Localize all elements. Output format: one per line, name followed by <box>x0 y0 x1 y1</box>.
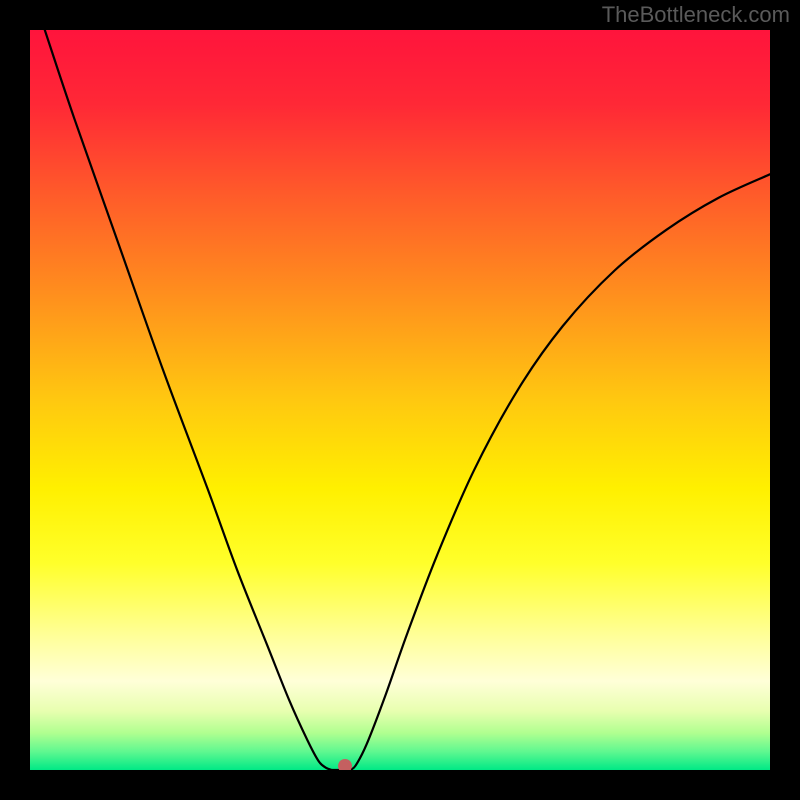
chart-container: TheBottleneck.com <box>0 0 800 800</box>
plot-area <box>30 30 770 770</box>
gradient-background <box>30 30 770 770</box>
watermark-text: TheBottleneck.com <box>602 2 790 28</box>
bottleneck-curve-chart <box>30 30 770 770</box>
optimal-point-marker <box>338 759 352 770</box>
